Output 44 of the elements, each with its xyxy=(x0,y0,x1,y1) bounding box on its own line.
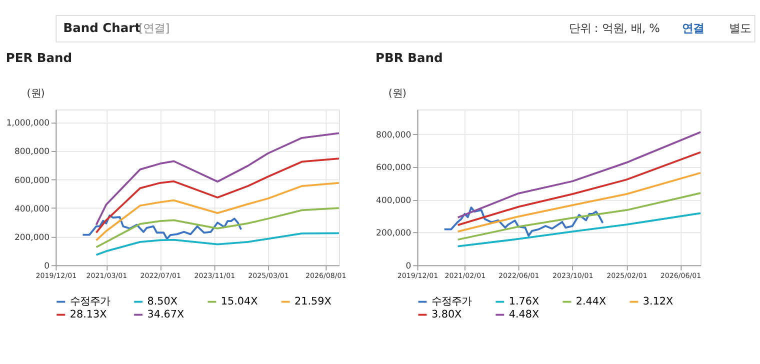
text: 연결 xyxy=(682,21,704,36)
line-series xyxy=(456,212,702,248)
legend-label: 34.67X xyxy=(147,308,184,321)
line-series xyxy=(95,158,340,234)
y-axis-title: (원) xyxy=(388,88,406,100)
y-tick-label: 1,000,000 xyxy=(6,118,50,129)
legend-label: 1.76X xyxy=(508,296,540,308)
legend-label: 3.80X xyxy=(431,308,462,321)
text: 단위 : 억원, 배, % xyxy=(568,21,660,36)
y-tick-label: 400,000 xyxy=(14,204,50,214)
y-tick-label: 200,000 xyxy=(376,228,412,239)
legend-label: 2.44X xyxy=(576,296,606,308)
line-series xyxy=(456,151,702,226)
legend-label: 15.04X xyxy=(220,296,258,308)
chart-title: PBR Band xyxy=(376,51,443,66)
line-series xyxy=(456,172,702,233)
line-series xyxy=(82,214,242,240)
legend-label: 수정주가 xyxy=(70,296,110,308)
legend-label: 28.13X xyxy=(70,308,107,321)
y-tick-label: 0 xyxy=(406,262,412,272)
y-tick-label: 200,000 xyxy=(14,232,50,243)
y-axis-title: (원) xyxy=(26,88,45,100)
text: [연결] xyxy=(138,21,170,36)
text: Band Chart xyxy=(63,21,141,36)
y-tick-label: 800,000 xyxy=(14,147,50,158)
text: 별도 xyxy=(729,21,752,36)
y-tick-label: 0 xyxy=(44,262,50,272)
line-series xyxy=(95,182,340,242)
y-tick-label: 400,000 xyxy=(376,196,412,206)
legend-label: 4.48X xyxy=(508,308,540,321)
line-series xyxy=(95,207,340,248)
legend-label: 8.50X xyxy=(147,296,178,308)
y-tick-label: 800,000 xyxy=(376,130,412,140)
legend-label: 수정주가 xyxy=(431,296,472,308)
line-series xyxy=(456,192,702,241)
chart-title: PER Band xyxy=(6,51,72,66)
y-tick-label: 600,000 xyxy=(376,163,412,174)
line-series xyxy=(443,206,604,237)
y-tick-label: 600,000 xyxy=(14,176,50,186)
legend-label: 3.12X xyxy=(642,296,674,308)
line-series xyxy=(95,132,340,226)
legend-label: 21.59X xyxy=(294,296,332,308)
line-series xyxy=(456,131,702,218)
line-series xyxy=(95,232,340,256)
